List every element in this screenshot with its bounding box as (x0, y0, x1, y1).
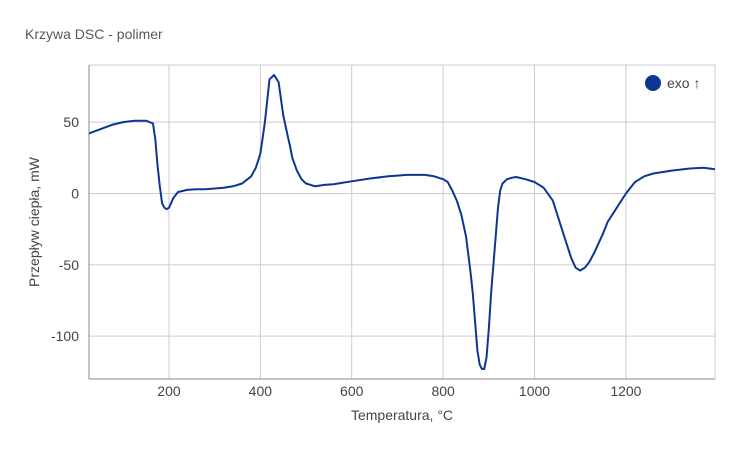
series-line-0 (89, 74, 715, 370)
legend[interactable]: exo ↑ (645, 75, 700, 91)
x-tick-label: 600 (340, 383, 364, 399)
legend-label[interactable]: exo ↑ (667, 75, 700, 91)
x-tick-label: 1200 (610, 383, 641, 399)
series-layer (89, 74, 715, 370)
x-tick-label: 1000 (519, 383, 550, 399)
axes (88, 65, 715, 380)
y-tick-label: -100 (51, 328, 79, 344)
x-tick-label: 400 (249, 383, 273, 399)
legend-marker-icon[interactable] (645, 75, 661, 91)
chart-title: Krzywa DSC - polimer (25, 26, 163, 42)
y-tick-label: 50 (63, 114, 79, 130)
y-axis-title: Przepływ ciepła, mW (26, 156, 42, 287)
y-tick-label: -50 (59, 257, 79, 273)
x-axis-title: Temperatura, °C (351, 407, 453, 423)
y-tick-label: 0 (71, 185, 79, 201)
x-tick-label: 200 (157, 383, 181, 399)
x-tick-label: 800 (431, 383, 455, 399)
grid (89, 64, 716, 379)
tick-labels: 200 400 600 800 1000 1200 -100 -50 0 50 (51, 114, 642, 399)
